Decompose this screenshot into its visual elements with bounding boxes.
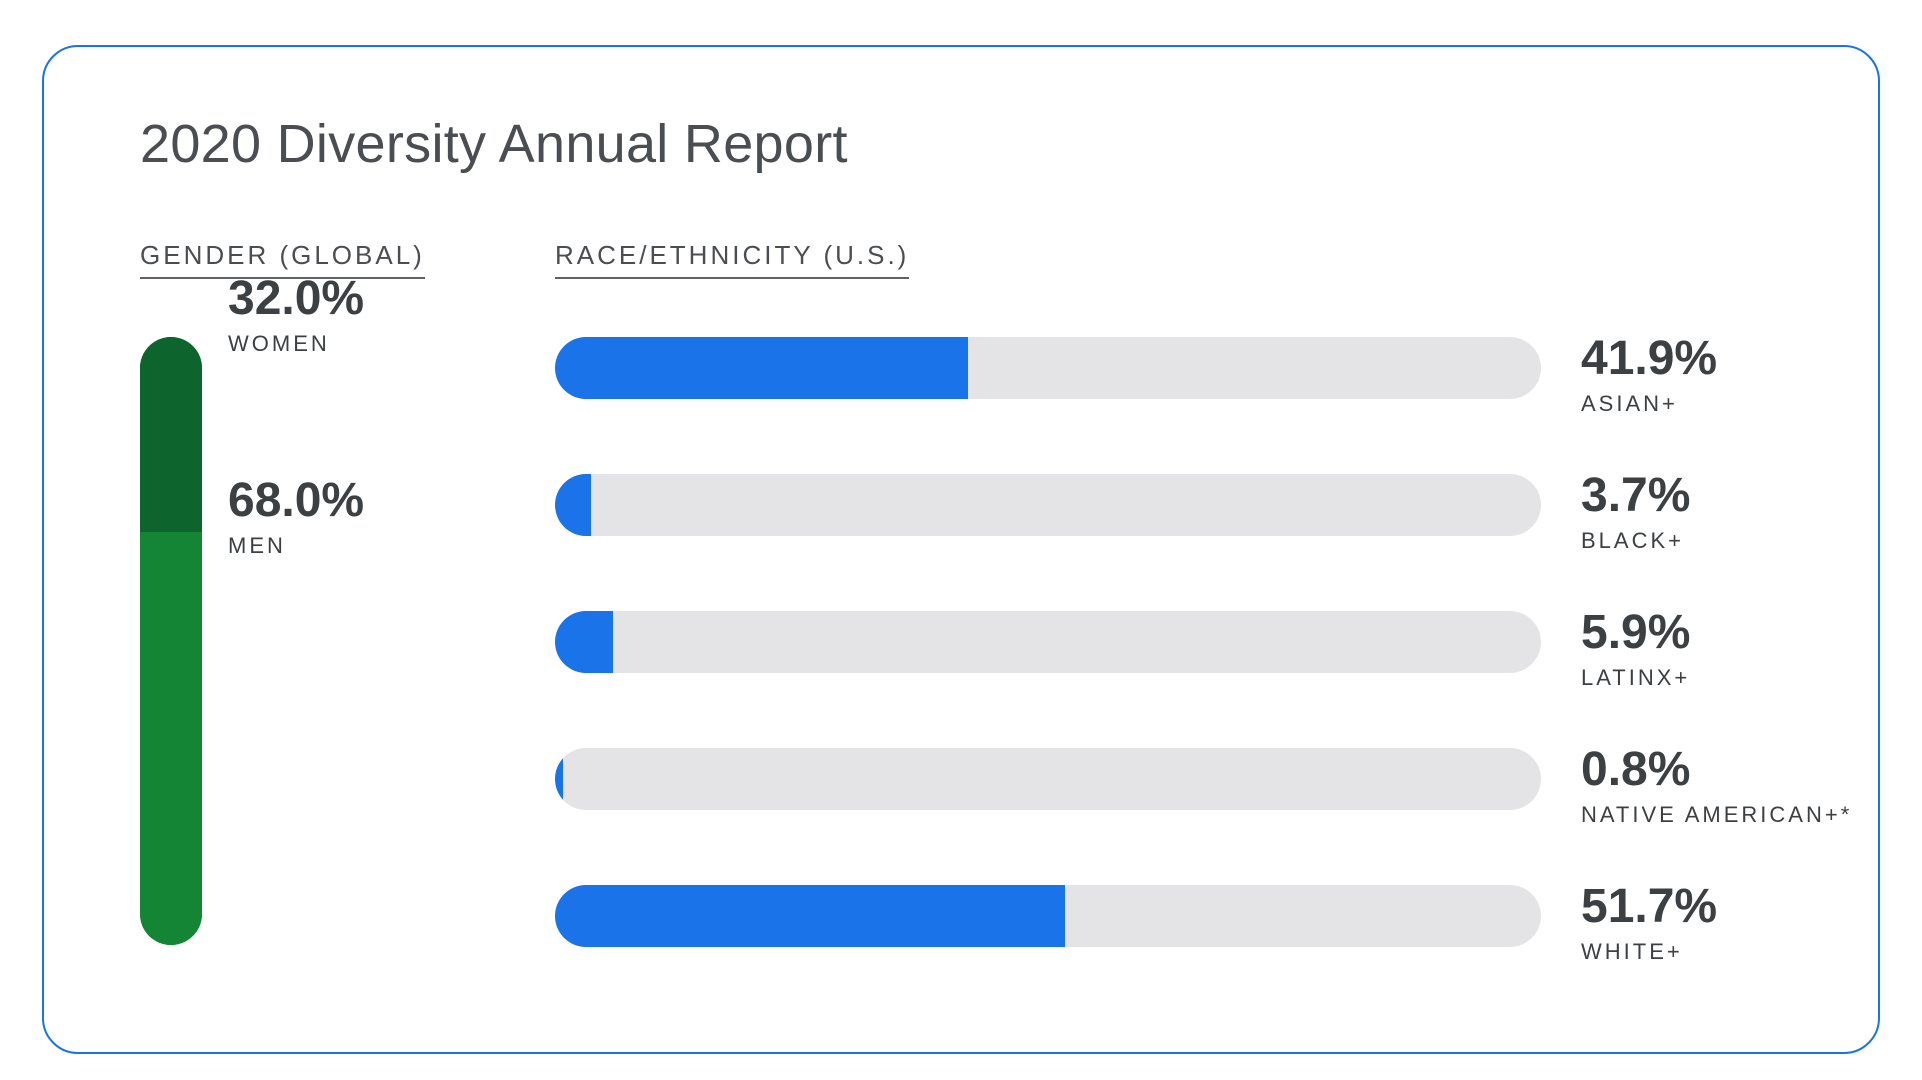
gender-bar-men-segment <box>140 532 202 945</box>
race-row-native-american: 0.8% NATIVE AMERICAN+* <box>555 746 1855 827</box>
asian-percent: 41.9% <box>1581 332 1718 385</box>
native-american-percent: 0.8% <box>1581 743 1691 796</box>
race-row-white: 51.7% WHITE+ <box>555 883 1855 964</box>
race-label-native-american: 0.8% NATIVE AMERICAN+* <box>1581 746 1852 828</box>
race-label-latinx: 5.9% LATINX+ <box>1581 609 1690 691</box>
women-percent: 32.0% <box>228 272 365 325</box>
report-title: 2020 Diversity Annual Report <box>140 114 848 174</box>
race-bar-asian <box>555 337 968 399</box>
race-row-asian: 41.9% ASIAN+ <box>555 335 1855 416</box>
gender-bar-women-segment <box>140 337 202 532</box>
white-category: WHITE+ <box>1581 939 1683 964</box>
men-percent: 68.0% <box>228 474 365 527</box>
gender-stacked-bar <box>140 337 202 945</box>
report-card: 2020 Diversity Annual Report GENDER (GLO… <box>42 45 1880 1054</box>
black-category: BLACK+ <box>1581 528 1684 553</box>
native-american-category: NATIVE AMERICAN+* <box>1581 802 1853 827</box>
race-bar-white <box>555 885 1065 947</box>
race-row-black: 3.7% BLACK+ <box>555 472 1855 553</box>
race-bar-track <box>555 611 1541 673</box>
men-category: MEN <box>228 533 286 558</box>
black-percent: 3.7% <box>1581 469 1691 522</box>
race-bar-native-american <box>555 748 563 810</box>
race-bar-track <box>555 748 1541 810</box>
race-bar-black <box>555 474 591 536</box>
gender-chart-heading: GENDER (GLOBAL) <box>140 240 425 279</box>
race-bar-track <box>555 885 1541 947</box>
race-label-black: 3.7% BLACK+ <box>1581 472 1690 554</box>
race-bar-track <box>555 474 1541 536</box>
race-label-white: 51.7% WHITE+ <box>1581 883 1717 965</box>
latinx-category: LATINX+ <box>1581 665 1691 690</box>
white-percent: 51.7% <box>1581 880 1718 933</box>
latinx-percent: 5.9% <box>1581 606 1691 659</box>
gender-label-men: 68.0% MEN <box>228 477 364 559</box>
women-category: WOMEN <box>228 331 330 356</box>
asian-category: ASIAN+ <box>1581 391 1678 416</box>
race-bar-latinx <box>555 611 613 673</box>
gender-label-women: 32.0% WOMEN <box>228 275 364 357</box>
race-chart-heading: RACE/ETHNICITY (U.S.) <box>555 240 910 279</box>
race-row-latinx: 5.9% LATINX+ <box>555 609 1855 690</box>
race-label-asian: 41.9% ASIAN+ <box>1581 335 1717 417</box>
race-bar-track <box>555 337 1541 399</box>
